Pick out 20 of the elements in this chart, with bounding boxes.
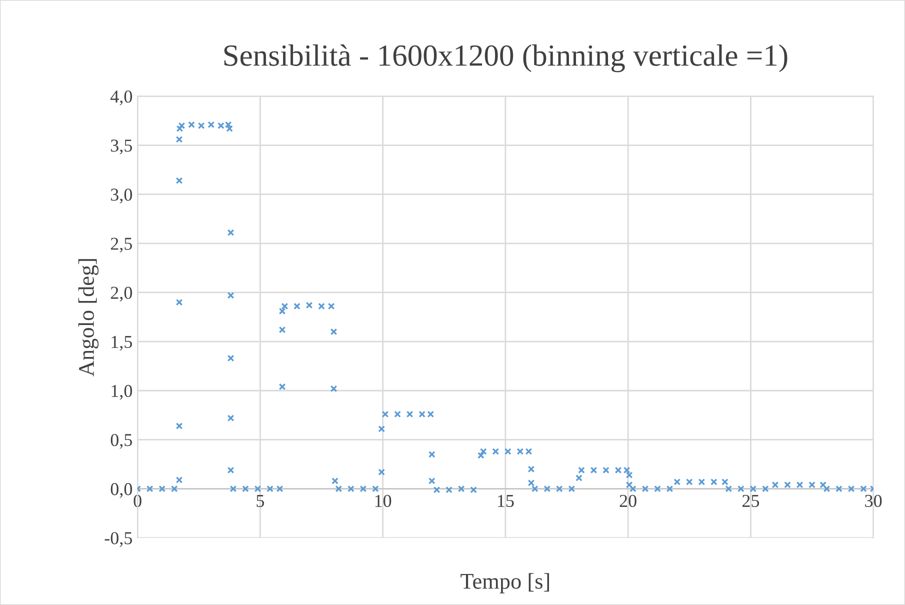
x-tick-label: 5 [256, 495, 264, 508]
y-tick-label: 3,0 [110, 188, 132, 204]
y-tick-label: 2,0 [110, 286, 132, 302]
x-tick-label: 20 [620, 494, 636, 508]
x-axis-title: Tempo [s] [460, 573, 549, 594]
chart-title: Sensibilità - 1600x1200 (binning verticale =1) [224, 44, 788, 72]
x-tick-label: 30 [865, 494, 882, 508]
y-tick-label: -0,5 [104, 532, 132, 547]
y-tick-label: 4,0 [110, 90, 132, 106]
y-tick-label: 2,5 [110, 238, 132, 252]
x-tick-label: 0 [134, 494, 142, 508]
y-axis-title: Angolo [deg] [78, 259, 99, 376]
y-tick-label: 1,0 [112, 384, 132, 400]
x-tick-label: 15 [498, 494, 514, 508]
y-tick-label: 3,5 [110, 140, 132, 154]
x-tick-label: 10 [375, 494, 392, 508]
y-tick-label: 0,0 [110, 483, 132, 498]
y-tick-label: 0,5 [110, 434, 132, 449]
y-tick-label: 1,5 [112, 336, 132, 351]
x-tick-label: 25 [742, 494, 760, 508]
